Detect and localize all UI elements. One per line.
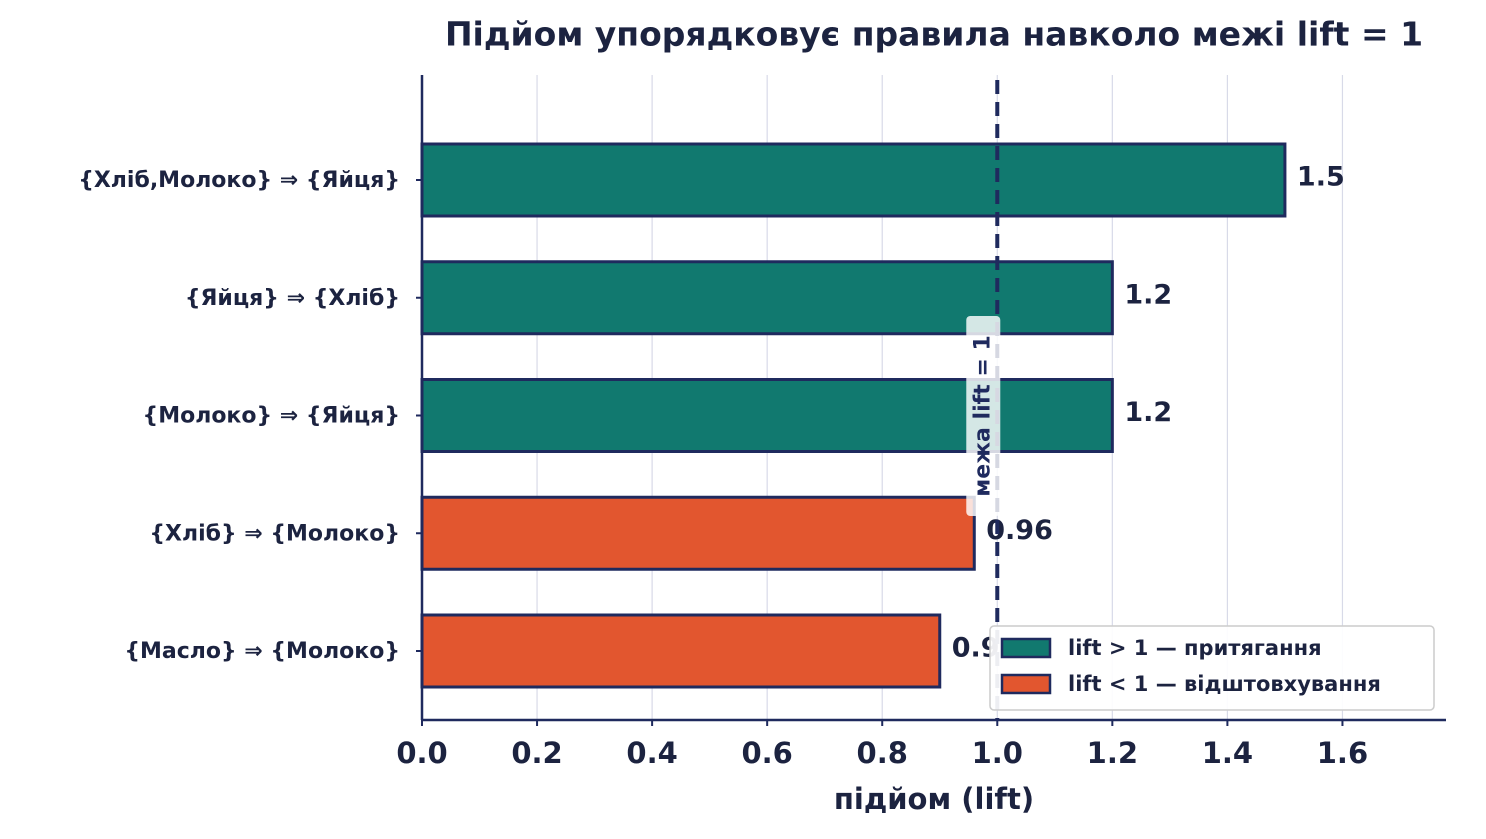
y-tick-label: {Молоко} ⇒ {Яйця} bbox=[143, 404, 400, 429]
x-tick-label: 0.8 bbox=[857, 736, 908, 770]
x-tick-label: 1.2 bbox=[1087, 736, 1138, 770]
x-tick-label: 1.0 bbox=[972, 736, 1023, 770]
legend-label: lift > 1 — притягання bbox=[1068, 636, 1322, 660]
legend-swatch bbox=[1000, 673, 1052, 695]
bar bbox=[420, 613, 942, 689]
x-tick-label: 0.4 bbox=[626, 736, 677, 770]
bar bbox=[420, 495, 976, 571]
value-label: 1.2 bbox=[1124, 397, 1172, 428]
y-tick-label: {Яйця} ⇒ {Хліб} bbox=[185, 286, 400, 311]
x-tick-label: 1.4 bbox=[1202, 736, 1253, 770]
y-tick-label: {Масло} ⇒ {Молоко} bbox=[124, 639, 400, 664]
value-label: 1.2 bbox=[1124, 279, 1172, 310]
value-label: 1.5 bbox=[1297, 162, 1345, 193]
threshold-label-box bbox=[966, 316, 1001, 516]
x-tick-label: 0.6 bbox=[741, 736, 792, 770]
y-tick-label: {Хліб,Молоко} ⇒ {Яйця} bbox=[78, 168, 400, 193]
x-tick-label: 1.6 bbox=[1317, 736, 1368, 770]
bar bbox=[420, 142, 1287, 218]
chart-title: Підйом упорядковує правила навколо межі … bbox=[445, 15, 1423, 54]
threshold-label: межа lift = 1 bbox=[970, 335, 995, 497]
bar bbox=[420, 260, 1114, 336]
legend-box bbox=[989, 625, 1435, 711]
x-tick-label: 0.0 bbox=[396, 736, 447, 770]
x-tick-label: 0.2 bbox=[511, 736, 562, 770]
bar bbox=[420, 378, 1114, 453]
legend-swatch bbox=[1000, 637, 1052, 659]
y-tick-label: {Хліб} ⇒ {Молоко} bbox=[149, 521, 400, 546]
legend-label: lift < 1 — відштовхування bbox=[1068, 672, 1381, 696]
x-axis-label: підйом (lift) bbox=[834, 782, 1034, 816]
